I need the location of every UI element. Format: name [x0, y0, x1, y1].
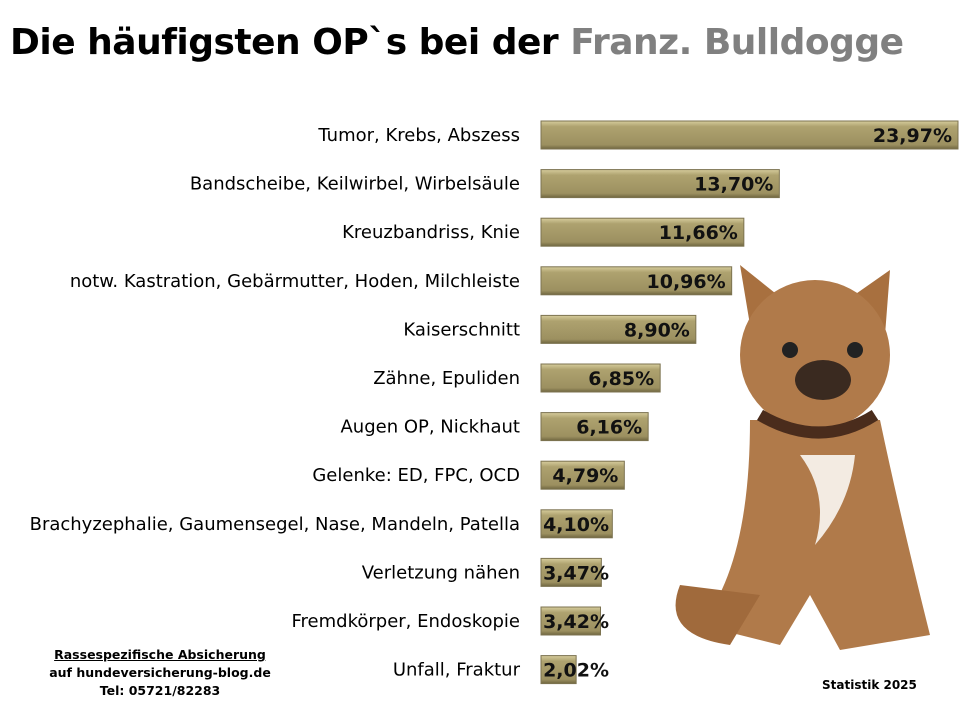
bar: [540, 120, 959, 150]
data-label: 2,02%: [543, 660, 609, 682]
bar: [540, 363, 661, 393]
category-label: Zähne, Epuliden: [373, 368, 520, 389]
bar: [540, 314, 697, 344]
data-label: 3,47%: [543, 562, 609, 584]
data-label: 10,96%: [647, 271, 726, 293]
title-part-2: Franz. Bulldogge: [570, 22, 904, 63]
category-label: notw. Kastration, Gebärmutter, Hoden, Mi…: [70, 271, 520, 292]
source-note: Statistik 2025: [822, 678, 917, 692]
bar: [540, 169, 780, 199]
category-label: Bandscheibe, Keilwirbel, Wirbelsäule: [190, 174, 520, 195]
bar: [540, 460, 625, 490]
bar: [540, 217, 745, 247]
bar: [540, 557, 602, 587]
chart-title: Die häufigsten OP`s bei der Franz. Bulld…: [10, 22, 904, 63]
category-label: Unfall, Fraktur: [393, 660, 521, 681]
data-label: 6,85%: [588, 368, 654, 390]
data-label: 3,42%: [543, 611, 609, 633]
category-label: Gelenke: ED, FPC, OCD: [312, 465, 520, 486]
data-label: 4,79%: [552, 465, 618, 487]
category-label: Brachyzephalie, Gaumensegel, Nase, Mande…: [30, 514, 520, 535]
data-label: 8,90%: [624, 319, 690, 341]
category-label: Fremdkörper, Endoskopie: [291, 611, 520, 632]
french-bulldog-image: [675, 265, 930, 650]
data-label: 4,10%: [543, 514, 609, 536]
category-label: Tumor, Krebs, Abszess: [317, 125, 520, 146]
bar: [540, 509, 613, 539]
footer-line-1: Rassespezifische Absicherung: [54, 647, 266, 662]
footer-line-2[interactable]: auf hundeversicherung-blog.de: [49, 665, 271, 680]
title-part-1: Die häufigsten OP`s bei der: [10, 22, 571, 63]
footer-contact: Rassespezifische Absicherung auf hundeve…: [20, 646, 300, 700]
bar: [540, 412, 649, 442]
footer-line-3: Tel: 05721/82283: [99, 683, 221, 698]
data-label: 6,16%: [576, 417, 642, 439]
bar: [540, 606, 601, 636]
category-label: Augen OP, Nickhaut: [340, 417, 520, 438]
category-label: Kreuzbandriss, Knie: [342, 222, 520, 243]
data-label: 11,66%: [659, 222, 738, 244]
category-label: Verletzung nähen: [362, 562, 520, 583]
data-label: 13,70%: [694, 174, 773, 196]
data-label: 23,97%: [873, 125, 952, 147]
bar: [540, 655, 577, 685]
category-label: Kaiserschnitt: [403, 319, 520, 340]
bar: [540, 266, 733, 296]
